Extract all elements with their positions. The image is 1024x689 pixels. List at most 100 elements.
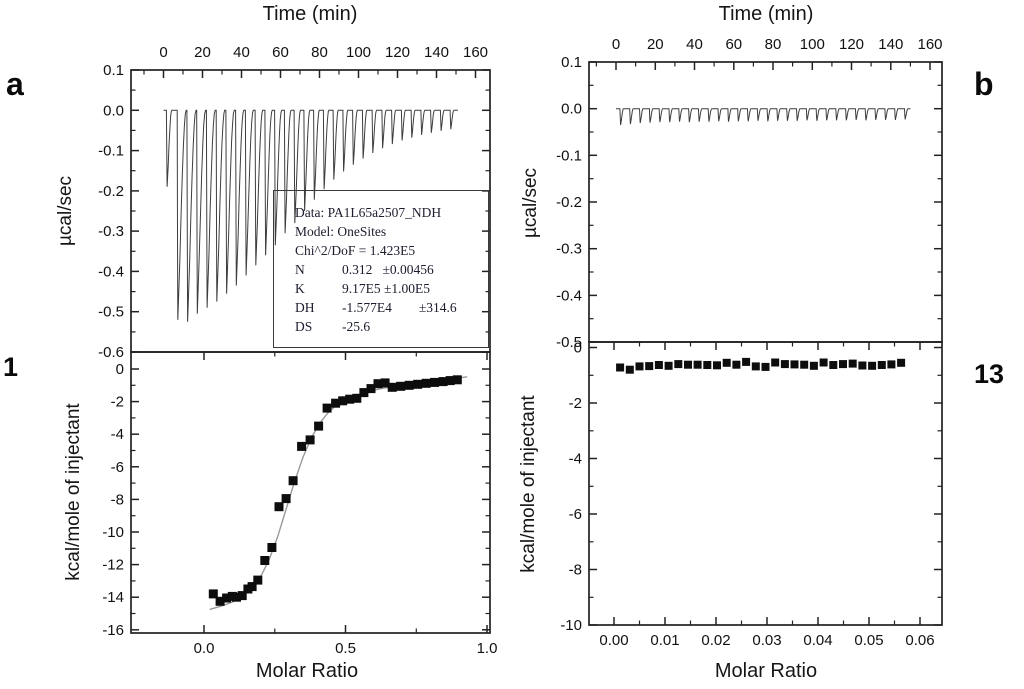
data-point-square (305, 435, 315, 445)
tick-label: 140 (878, 36, 903, 53)
data-point-square (848, 359, 857, 368)
data-point-square (387, 382, 397, 392)
data-point-square (260, 556, 270, 565)
tick-label: -10 (102, 524, 124, 541)
tick-label: 0.0 (561, 101, 582, 118)
data-point-square (274, 502, 284, 512)
data-point-square (396, 381, 406, 391)
tick-label: 20 (647, 36, 664, 53)
panel-b-molar-ratio-label: Molar Ratio (714, 660, 818, 682)
tick-label: 100 (800, 36, 825, 53)
data-point-square (887, 360, 896, 369)
data-point-square (616, 363, 625, 372)
panel-a-letter: a (6, 66, 24, 102)
tick-label: 140 (424, 44, 449, 61)
parameter-row-n: N 0.312 ±0.00456 (295, 260, 484, 279)
tick-label: -0.4 (98, 263, 124, 280)
tick-label: -0.2 (98, 183, 124, 200)
tick-label: -16 (102, 622, 124, 639)
tick-label: 60 (272, 44, 289, 61)
results-data-line: Data: PA1L65a2507_NDH (295, 205, 442, 220)
data-point-square (452, 375, 462, 385)
tick-label: 120 (839, 36, 864, 53)
tick-label: -8 (569, 562, 582, 579)
tick-label: -0.4 (556, 287, 582, 304)
tick-label: 0 (116, 361, 124, 378)
tick-label: 80 (311, 44, 328, 61)
lane-number-left: 1 (3, 352, 19, 382)
param-value: 0.312 ±0.00456 (342, 262, 434, 277)
tick-label: -0.1 (556, 147, 582, 164)
tick-label: 0.06 (905, 632, 934, 649)
fit-results-box: Data: PA1L65a2507_NDH Model: OneSites Ch… (273, 190, 489, 348)
tick-label: -0.6 (98, 344, 124, 361)
data-point-square (684, 360, 692, 369)
plot-a_top: 0 20 40 60 80 100 120 140 160 0.1 0.0 -0.1 -0.2 -0.3 -… (98, 44, 491, 361)
param-name: N (295, 262, 305, 277)
data-point-square (751, 362, 760, 371)
data-point-square (208, 589, 218, 599)
data-point-square (780, 360, 789, 369)
thermogram-trace (616, 108, 911, 126)
tick-label: 0.03 (752, 632, 781, 649)
panel-a-molar-ratio-label: Molar Ratio (255, 660, 359, 682)
data-point-square (703, 361, 712, 369)
data-point-square (635, 362, 644, 371)
thermogram-trace (163, 109, 458, 322)
tick-label: 0.5 (335, 640, 356, 657)
param-value: -25.6 (342, 319, 371, 334)
data-point-square (722, 358, 731, 367)
data-point-square (625, 365, 634, 374)
data-point-square (331, 398, 341, 408)
data-point-square (877, 361, 886, 369)
data-point-square (253, 575, 263, 585)
data-point-square (790, 360, 799, 369)
tick-label: 0 (574, 340, 582, 357)
panel-b-letter: b (974, 66, 994, 102)
tick-label: 0 (159, 44, 167, 61)
tick-label: 0 (612, 36, 620, 53)
tick-label: 160 (917, 36, 942, 53)
plot-a_bot: 0.0 0.5 1.0 0 -2 -4 -6 -8 -10 -12 -14 -16 (102, 351, 498, 657)
data-point-square (800, 360, 809, 369)
data-point-square (645, 362, 654, 371)
tick-label: 40 (686, 36, 703, 53)
param-value: -1.577E4 ±314.6 (342, 300, 457, 315)
data-point-square (771, 358, 780, 367)
parameter-row-k: K 9.17E5 ±1.00E5 (295, 279, 484, 298)
data-point-square (654, 361, 663, 369)
data-point-square (222, 593, 232, 603)
data-point-square (693, 360, 702, 369)
tick-label: -8 (111, 491, 124, 508)
tick-label: 0.00 (599, 632, 628, 649)
data-point-square (819, 358, 828, 367)
tick-label: -0.5 (556, 334, 582, 351)
data-point-square (232, 592, 241, 602)
panel-b-thermogram-ylabel: µcal/sec (520, 167, 541, 239)
tick-label: 0.01 (650, 632, 679, 649)
param-name: DH (295, 300, 315, 315)
tick-label: -12 (102, 557, 124, 574)
tick-label: 0.0 (194, 640, 215, 657)
plot-b_top: 0 20 40 60 80 100 120 140 160 0.1 0.0 -0.1 -0.2 -0.3 -… (556, 36, 943, 351)
data-point-square (430, 377, 440, 387)
tick-label: 80 (765, 36, 782, 53)
results-model-line: Model: OneSites (295, 224, 387, 239)
tick-label: 0.04 (803, 632, 832, 649)
data-point-square (345, 394, 355, 404)
tick-label: -6 (569, 506, 582, 523)
data-point-square (829, 361, 838, 369)
tick-label: -2 (569, 395, 582, 412)
tick-label: 1.0 (477, 640, 498, 657)
data-point-square (404, 380, 414, 390)
data-point-square (839, 360, 847, 369)
data-point-square (352, 393, 362, 403)
tick-label: -0.5 (98, 304, 124, 321)
tick-label: 0.0 (103, 102, 124, 119)
data-point-square (413, 379, 423, 389)
lane-number-right: 13 (974, 359, 1005, 389)
data-point-square (281, 494, 291, 504)
data-point-square (674, 360, 683, 369)
tick-label: 20 (194, 44, 211, 61)
